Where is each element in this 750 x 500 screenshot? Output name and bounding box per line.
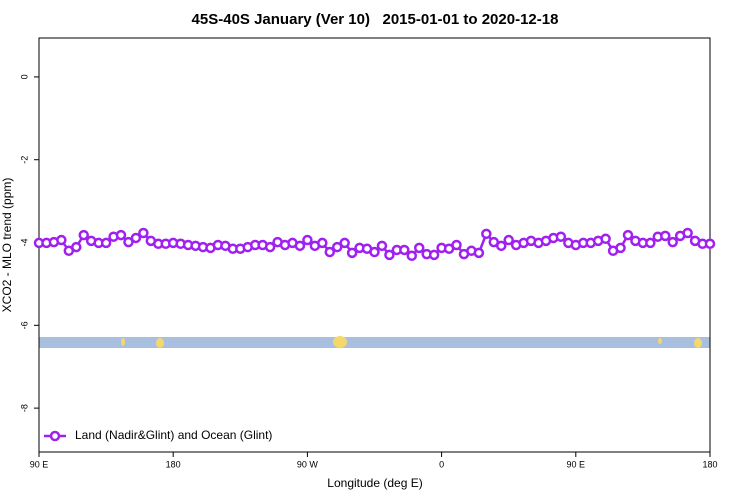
point: [346, 247, 358, 259]
point: [428, 249, 440, 261]
y-tick-label: -2: [19, 156, 29, 164]
point: [324, 246, 336, 258]
y-axis-label: XCO2 - MLO trend (ppm): [0, 178, 14, 313]
x-axis-label: Longitude (deg E): [327, 476, 422, 490]
point: [78, 229, 89, 241]
point: [660, 230, 671, 242]
x-tick-label: 90 E: [30, 459, 49, 469]
point: [71, 241, 82, 253]
x-tick-label: 180: [166, 459, 181, 469]
point: [451, 239, 462, 251]
point: [600, 233, 611, 245]
point: [406, 250, 418, 262]
point: [317, 237, 328, 249]
y-tick-label: -4: [19, 239, 29, 247]
x-tick-label: 90 E: [567, 459, 586, 469]
x-tick-label: 90 W: [297, 459, 319, 469]
legend-label: Land (Nadir&Glint) and Ocean (Glint): [75, 428, 272, 442]
point: [473, 247, 485, 259]
x-tick-label: 180: [702, 459, 717, 469]
land-ocean-strip: [39, 336, 710, 348]
point: [399, 244, 410, 256]
point: [682, 227, 693, 239]
point: [294, 240, 306, 252]
point: [413, 242, 425, 254]
point: [56, 234, 67, 246]
point: [615, 242, 626, 254]
point: [667, 236, 678, 248]
chart-title: 45S-40S January (Ver 10) 2015-01-01 to 2…: [192, 11, 559, 28]
point: [384, 249, 395, 261]
point: [704, 238, 716, 250]
point: [555, 231, 567, 242]
legend-marker: [49, 430, 61, 442]
point: [339, 237, 350, 249]
point: [115, 229, 127, 241]
point: [622, 229, 634, 241]
y-tick-label: 0: [19, 74, 29, 79]
point: [138, 227, 149, 239]
point: [100, 237, 112, 249]
point: [369, 246, 380, 258]
point: [645, 237, 656, 249]
point: [376, 240, 388, 252]
y-tick-label: -8: [19, 404, 29, 412]
point: [503, 234, 514, 246]
point: [481, 228, 492, 240]
point: [331, 241, 343, 253]
point: [264, 241, 276, 253]
point: [123, 236, 134, 248]
x-tick-label: 0: [439, 459, 444, 469]
point: [302, 234, 313, 246]
point: [495, 240, 507, 252]
point: [130, 232, 142, 244]
y-tick-label: -6: [19, 321, 29, 329]
